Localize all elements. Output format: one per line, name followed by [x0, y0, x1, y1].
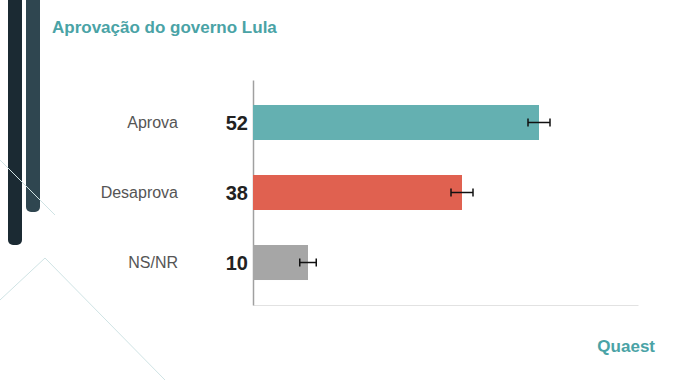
x-axis — [254, 305, 639, 306]
data-label: 10 — [226, 252, 248, 274]
plot-area — [253, 105, 550, 280]
bar — [253, 105, 539, 140]
bar — [253, 245, 308, 280]
title: Aprovação do governo Lula — [52, 18, 277, 37]
deco-strip — [8, 0, 22, 245]
deco-line — [45, 258, 165, 380]
category-label: Desaprova — [101, 184, 178, 201]
error-bar-cap — [299, 259, 301, 267]
logo-text: Quaest — [597, 337, 655, 356]
error-bar-cap — [316, 259, 318, 267]
error-bar-line — [451, 192, 473, 194]
error-bar — [451, 189, 473, 197]
error-bar-cap — [549, 118, 551, 126]
error-bar-cap — [527, 118, 529, 126]
error-bar — [528, 118, 550, 126]
chart: Aprovação do governo Lula Aprova Desaprova… — [0, 0, 680, 380]
deco-line — [0, 258, 45, 300]
y-axis: Aprova Desaprova NS/NR — [101, 81, 254, 306]
error-bar-line — [300, 262, 317, 264]
error-bar-line — [528, 122, 550, 124]
deco-strip — [26, 0, 40, 212]
deco-line — [0, 160, 55, 215]
x-axis-line — [254, 305, 639, 306]
data-labels: 52 38 10 — [226, 112, 248, 274]
category-label: Aprova — [127, 114, 178, 131]
bar — [253, 175, 462, 210]
data-label: 52 — [226, 112, 248, 134]
error-bar-cap — [472, 189, 474, 197]
data-label: 38 — [226, 182, 248, 204]
category-label: NS/NR — [128, 254, 178, 271]
error-bar — [300, 259, 317, 267]
error-bar-cap — [450, 189, 452, 197]
